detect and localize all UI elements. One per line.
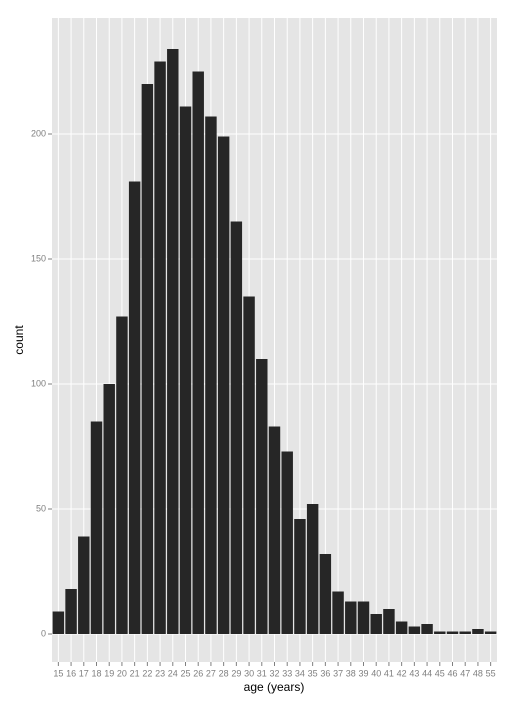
y-tick-label: 150 bbox=[31, 253, 46, 263]
bar bbox=[52, 611, 65, 634]
bar bbox=[434, 631, 446, 634]
x-tick-label: 38 bbox=[346, 668, 356, 678]
bar bbox=[230, 221, 243, 634]
x-tick-label: 46 bbox=[447, 668, 457, 678]
bar bbox=[78, 536, 90, 634]
bar bbox=[446, 631, 459, 634]
bar bbox=[484, 631, 497, 634]
x-tick-label: 31 bbox=[257, 668, 267, 678]
bar bbox=[294, 519, 306, 634]
bar bbox=[408, 626, 421, 634]
x-tick-label: 22 bbox=[142, 668, 152, 678]
bar bbox=[332, 591, 344, 634]
x-tick-label: 42 bbox=[397, 668, 407, 678]
x-tick-label: 43 bbox=[409, 668, 419, 678]
x-tick-label: 29 bbox=[231, 668, 241, 678]
x-tick-label: 23 bbox=[155, 668, 165, 678]
x-tick-label: 16 bbox=[66, 668, 76, 678]
bar bbox=[256, 359, 268, 634]
bar bbox=[357, 601, 370, 634]
x-tick-label: 30 bbox=[244, 668, 254, 678]
x-tick-label: 39 bbox=[358, 668, 368, 678]
y-tick-label: 100 bbox=[31, 378, 46, 388]
bar bbox=[192, 71, 204, 634]
x-tick-label: 27 bbox=[206, 668, 216, 678]
bar bbox=[205, 116, 217, 634]
x-tick-label: 15 bbox=[53, 668, 63, 678]
bar bbox=[141, 84, 154, 634]
x-tick-label: 48 bbox=[473, 668, 483, 678]
bar bbox=[319, 554, 332, 634]
y-tick-label: 0 bbox=[41, 628, 46, 638]
bar bbox=[167, 49, 179, 634]
x-tick-label: 17 bbox=[79, 668, 89, 678]
bar bbox=[179, 106, 192, 634]
x-tick-label: 21 bbox=[130, 668, 140, 678]
x-tick-label: 41 bbox=[384, 668, 394, 678]
bar bbox=[345, 601, 357, 634]
x-tick-label: 28 bbox=[219, 668, 229, 678]
bar bbox=[459, 631, 471, 634]
bar bbox=[472, 629, 484, 634]
bar bbox=[103, 384, 115, 634]
x-tick-label: 24 bbox=[168, 668, 178, 678]
x-tick-label: 20 bbox=[117, 668, 127, 678]
bar bbox=[90, 421, 103, 634]
x-tick-label: 19 bbox=[104, 668, 114, 678]
bar bbox=[281, 451, 293, 634]
bar bbox=[243, 296, 255, 634]
bar bbox=[268, 426, 281, 634]
y-axis-title: count bbox=[12, 325, 26, 355]
x-tick-label: 36 bbox=[320, 668, 330, 678]
x-tick-label: 44 bbox=[422, 668, 432, 678]
bar bbox=[154, 61, 166, 634]
x-tick-label: 45 bbox=[435, 668, 445, 678]
x-tick-label: 26 bbox=[193, 668, 203, 678]
bar bbox=[306, 504, 319, 634]
y-tick-label: 50 bbox=[36, 503, 46, 513]
x-tick-label: 33 bbox=[282, 668, 292, 678]
bar bbox=[116, 316, 128, 634]
bar bbox=[128, 181, 141, 634]
x-tick-label: 37 bbox=[333, 668, 343, 678]
x-tick-label: 55 bbox=[486, 668, 496, 678]
x-tick-label: 47 bbox=[460, 668, 470, 678]
x-tick-label: 18 bbox=[91, 668, 101, 678]
x-tick-label: 32 bbox=[269, 668, 279, 678]
x-tick-label: 25 bbox=[180, 668, 190, 678]
bar bbox=[383, 609, 395, 634]
bar bbox=[370, 614, 382, 634]
x-axis-title: age (years) bbox=[244, 680, 305, 694]
x-tick-label: 34 bbox=[295, 668, 305, 678]
x-tick-label: 35 bbox=[308, 668, 318, 678]
bar bbox=[65, 589, 77, 634]
bar bbox=[217, 136, 230, 634]
y-tick-label: 200 bbox=[31, 128, 46, 138]
bar bbox=[421, 624, 433, 634]
x-tick-label: 40 bbox=[371, 668, 381, 678]
bar bbox=[395, 621, 408, 634]
